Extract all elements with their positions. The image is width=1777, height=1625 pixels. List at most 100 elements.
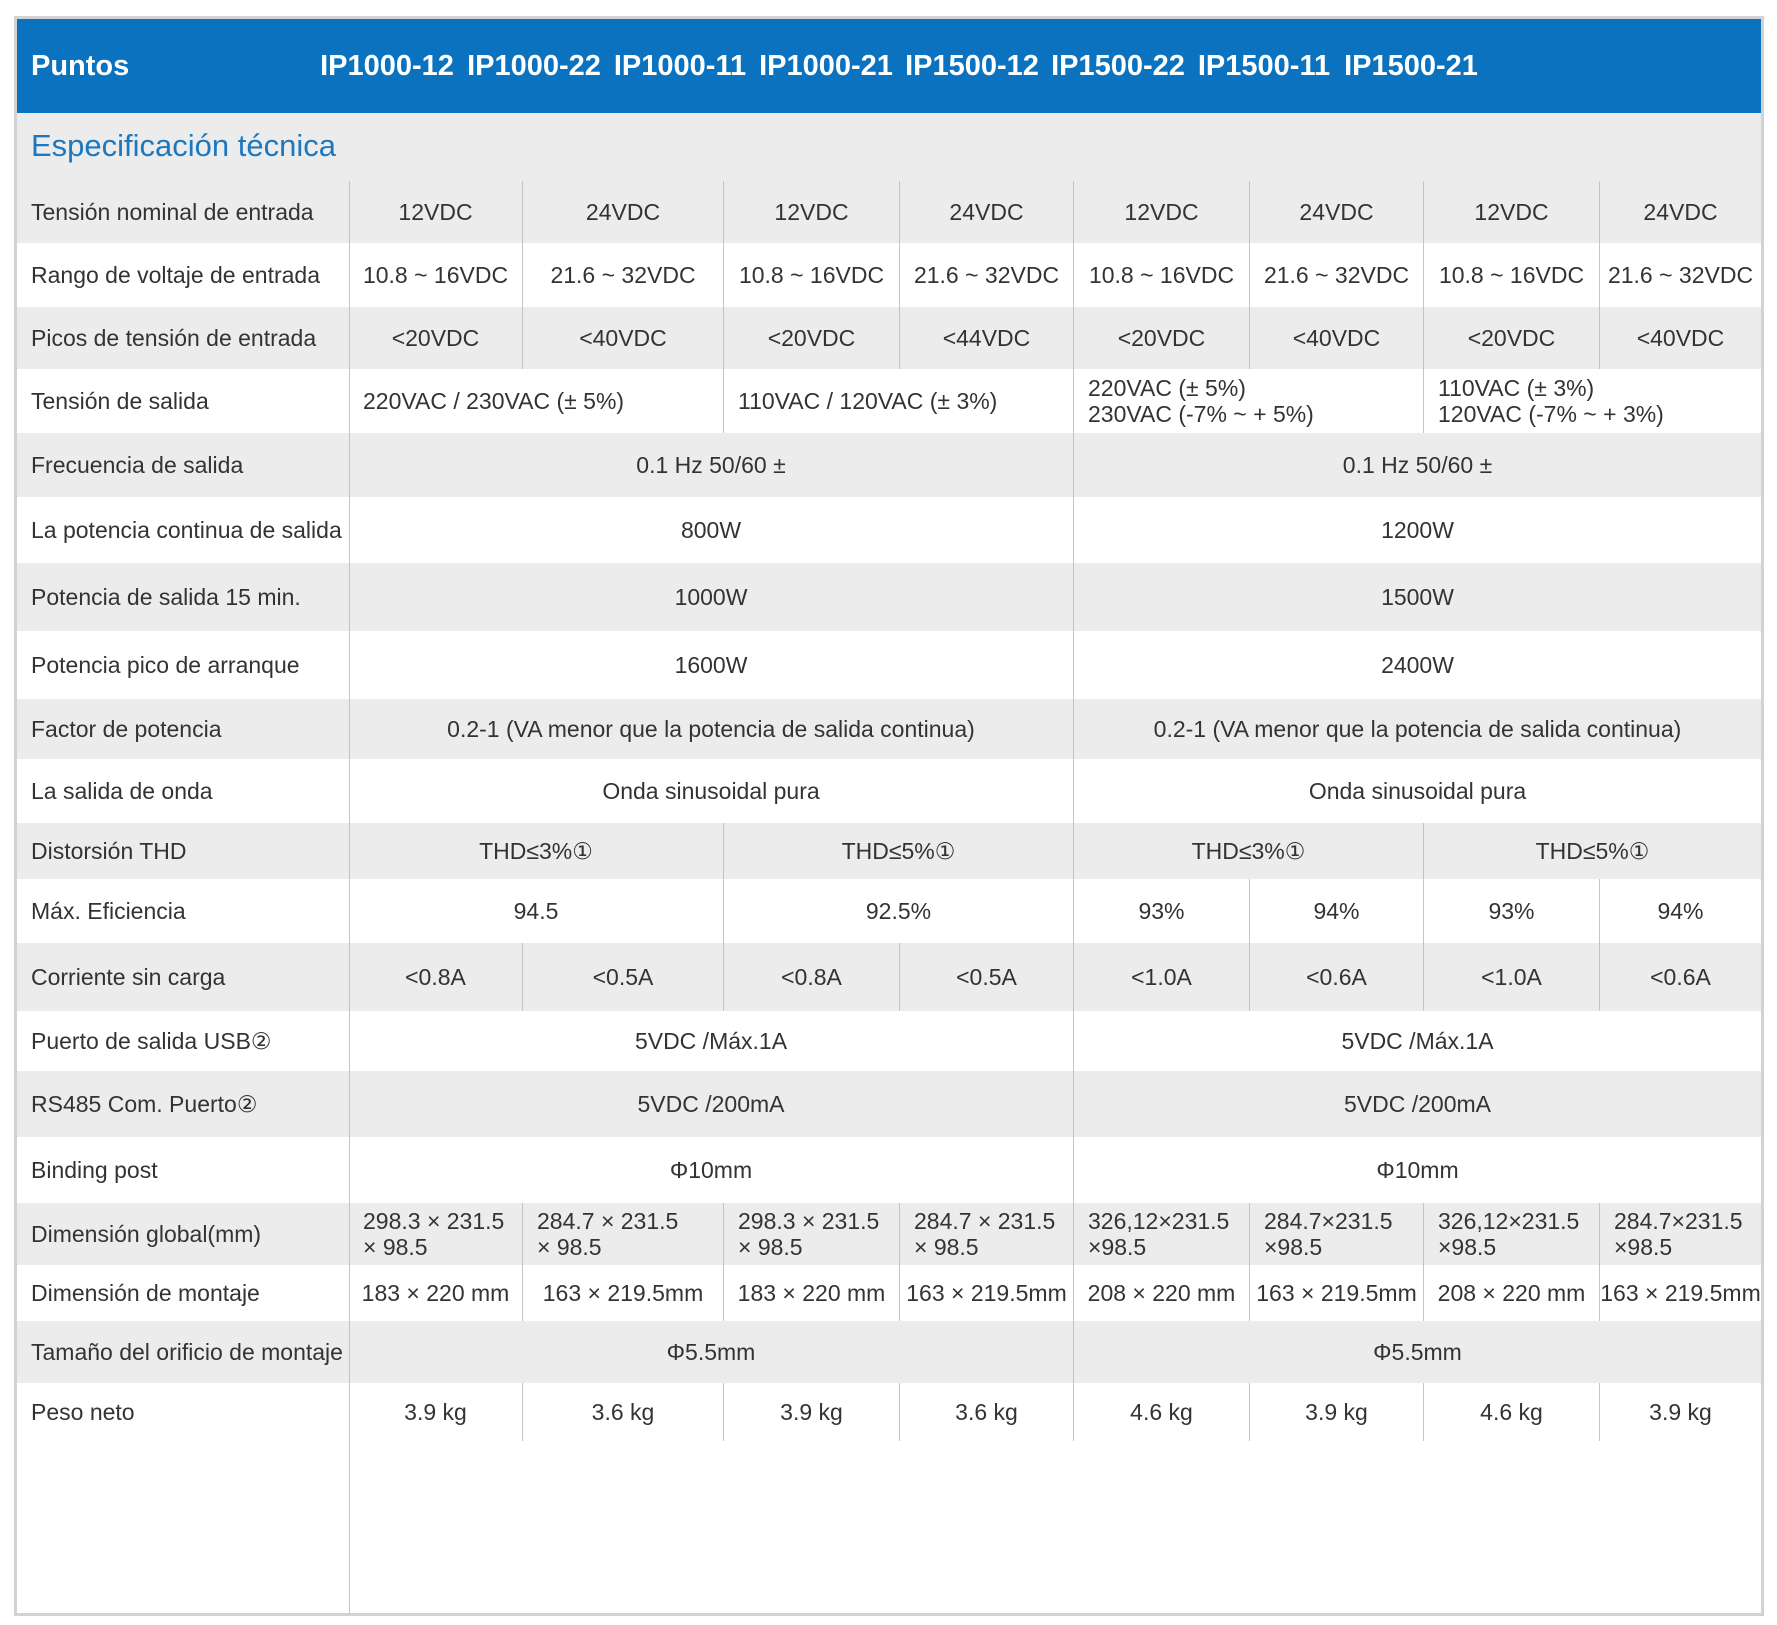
spec-cell: <0.6A — [1249, 943, 1423, 1011]
cell-value: 284.7 × 231.5 × 98.5 — [537, 1208, 679, 1260]
row-label: Peso neto — [31, 1398, 135, 1425]
cell-value: 326,12×231.5 ×98.5 — [1088, 1208, 1230, 1260]
spec-cell: <20VDC — [1423, 307, 1599, 369]
cell-value: 163 × 219.5mm — [542, 1279, 704, 1306]
cell-value: 12VDC — [1474, 198, 1549, 225]
spec-cell: Onda sinusoidal pura — [1073, 759, 1761, 823]
spec-cell: 163 × 219.5mm — [899, 1265, 1073, 1321]
spec-cell: <1.0A — [1073, 943, 1249, 1011]
cell-value: 21.6 ~ 32VDC — [913, 261, 1060, 288]
cell-value: 5VDC /Máx.1A — [1341, 1027, 1494, 1054]
spec-cell: 3.9 kg — [1249, 1383, 1423, 1441]
table-row: Tensión nominal de entrada 12VDC 24VDC 12VD… — [17, 181, 1761, 243]
row-label: Tensión nominal de entrada — [31, 198, 314, 225]
cell-value: 3.9 kg — [1305, 1398, 1368, 1425]
cell-value: 183 × 220 mm — [361, 1279, 510, 1306]
spec-cell: 10.8 ~ 16VDC — [349, 243, 522, 307]
spec-cell: 284.7 × 231.5 × 98.5 — [899, 1203, 1073, 1265]
cell-value: 94% — [1313, 897, 1360, 924]
cell-value: THD≤5%① — [841, 837, 956, 864]
cell-value: 12VDC — [398, 198, 473, 225]
cell-value: 10.8 ~ 16VDC — [362, 261, 509, 288]
spec-cell: 10.8 ~ 16VDC — [1073, 243, 1249, 307]
cell-value: <0.5A — [592, 963, 654, 990]
spec-cell: 208 × 220 mm — [1073, 1265, 1249, 1321]
spec-cell: 10.8 ~ 16VDC — [1423, 243, 1599, 307]
spec-cell: 220VAC (± 5%) 230VAC (-7% ~ + 5%) — [1073, 369, 1423, 433]
spec-cell: 21.6 ~ 32VDC — [1249, 243, 1423, 307]
spec-cell: 3.9 kg — [349, 1383, 522, 1441]
spec-cell: <1.0A — [1423, 943, 1599, 1011]
spec-cell: Onda sinusoidal pura — [349, 759, 1073, 823]
cell-value: 163 × 219.5mm — [1256, 1279, 1417, 1306]
cell-value: 110VAC / 120VAC (± 3%) — [738, 388, 998, 414]
spec-cell: 3.9 kg — [1599, 1383, 1761, 1441]
table-row: Frecuencia de salida 0.1 Hz 50/60 ± 0.1 Hz… — [17, 433, 1761, 497]
cell-value: 24VDC — [585, 198, 661, 225]
row-label: Frecuencia de salida — [31, 451, 244, 478]
spec-cell: 183 × 220 mm — [723, 1265, 899, 1321]
model-header: IP1500-22 — [1051, 50, 1185, 82]
cell-value: <20VDC — [391, 324, 480, 351]
cell-value: <20VDC — [767, 324, 856, 351]
row-label: Potencia pico de arranque — [31, 651, 300, 678]
cell-value: THD≤3%① — [479, 837, 593, 864]
spec-cell: 3.9 kg — [723, 1383, 899, 1441]
table-row: Distorsión THD THD≤3%① THD≤5%① THD≤3%① THD≤5… — [17, 823, 1761, 879]
spec-cell: 3.6 kg — [522, 1383, 723, 1441]
cell-value: 3.9 kg — [404, 1398, 467, 1425]
cell-value: 4.6 kg — [1130, 1398, 1193, 1425]
spec-cell: 4.6 kg — [1423, 1383, 1599, 1441]
spec-cell: 163 × 219.5mm — [522, 1265, 723, 1321]
spec-cell: 284.7×231.5 ×98.5 — [1599, 1203, 1761, 1265]
spec-cell: 298.3 × 231.5 × 98.5 — [723, 1203, 899, 1265]
spec-cell: 94.5 — [349, 879, 723, 943]
cell-value: 163 × 219.5mm — [906, 1279, 1067, 1306]
row-label: Tamaño del orificio de montaje — [31, 1338, 343, 1365]
spec-cell: <40VDC — [522, 307, 723, 369]
spec-cell: 110VAC / 120VAC (± 3%) — [723, 369, 1073, 433]
spec-cell: 5VDC /200mA — [1073, 1071, 1761, 1137]
cell-value: 94.5 — [513, 897, 559, 924]
spec-cell: 4.6 kg — [1073, 1383, 1249, 1441]
model-header: IP1500-12 — [905, 50, 1039, 82]
cell-value: 92.5% — [865, 897, 932, 924]
spec-cell: <20VDC — [723, 307, 899, 369]
cell-value: Onda sinusoidal pura — [602, 777, 820, 804]
spec-cell: 110VAC (± 3%) 120VAC (-7% ~ + 3%) — [1423, 369, 1761, 433]
row-label: Potencia de salida 15 min. — [31, 583, 301, 610]
table-row: Dimensión de montaje 183 × 220 mm 163 × 21… — [17, 1265, 1761, 1321]
table-row: Rango de voltaje de entrada 10.8 ~ 16VDC 2… — [17, 243, 1761, 307]
cell-value: <0.6A — [1306, 963, 1367, 990]
cell-value: 163 × 219.5mm — [1600, 1279, 1761, 1306]
cell-value: 0.1 Hz 50/60 ± — [636, 451, 786, 478]
row-label: RS485 Com. Puerto② — [31, 1090, 258, 1117]
cell-value: 1500W — [1381, 583, 1454, 610]
cell-value: 298.3 × 231.5 × 98.5 — [363, 1208, 505, 1260]
cell-value: THD≤3%① — [1191, 837, 1306, 864]
section-header: Especificación técnica — [17, 113, 1761, 181]
spec-table: Puntos IP1000-12 IP1000-22 IP1000-11 IP1… — [14, 16, 1764, 1616]
cell-value: <40VDC — [1636, 324, 1725, 351]
cell-value: 4.6 kg — [1480, 1398, 1543, 1425]
row-label: Tensión de salida — [31, 387, 209, 414]
spec-cell: 183 × 220 mm — [349, 1265, 522, 1321]
table-row: Tensión de salida 220VAC / 230VAC (± 5%) 1… — [17, 369, 1761, 433]
spec-cell: 284.7 × 231.5 × 98.5 — [522, 1203, 723, 1265]
cell-value: <0.8A — [781, 963, 842, 990]
cell-value: <44VDC — [942, 324, 1031, 351]
spec-cell: 92.5% — [723, 879, 1073, 943]
cell-value: <1.0A — [1481, 963, 1542, 990]
spec-cell: Φ10mm — [349, 1137, 1073, 1203]
table-row: Factor de potencia 0.2-1 (VA menor que la… — [17, 699, 1761, 759]
cell-value: 0.2-1 (VA menor que la potencia de salid… — [1153, 715, 1682, 742]
spec-cell: 10.8 ~ 16VDC — [723, 243, 899, 307]
cell-value: 24VDC — [1643, 198, 1718, 225]
spec-cell: 12VDC — [1423, 181, 1599, 243]
cell-value: <0.5A — [956, 963, 1017, 990]
model-header: IP1500-11 — [1197, 50, 1331, 82]
spec-cell: 24VDC — [1249, 181, 1423, 243]
section-title: Especificación técnica — [31, 128, 336, 163]
spec-cell: 12VDC — [1073, 181, 1249, 243]
spec-cell: Φ5.5mm — [349, 1321, 1073, 1383]
